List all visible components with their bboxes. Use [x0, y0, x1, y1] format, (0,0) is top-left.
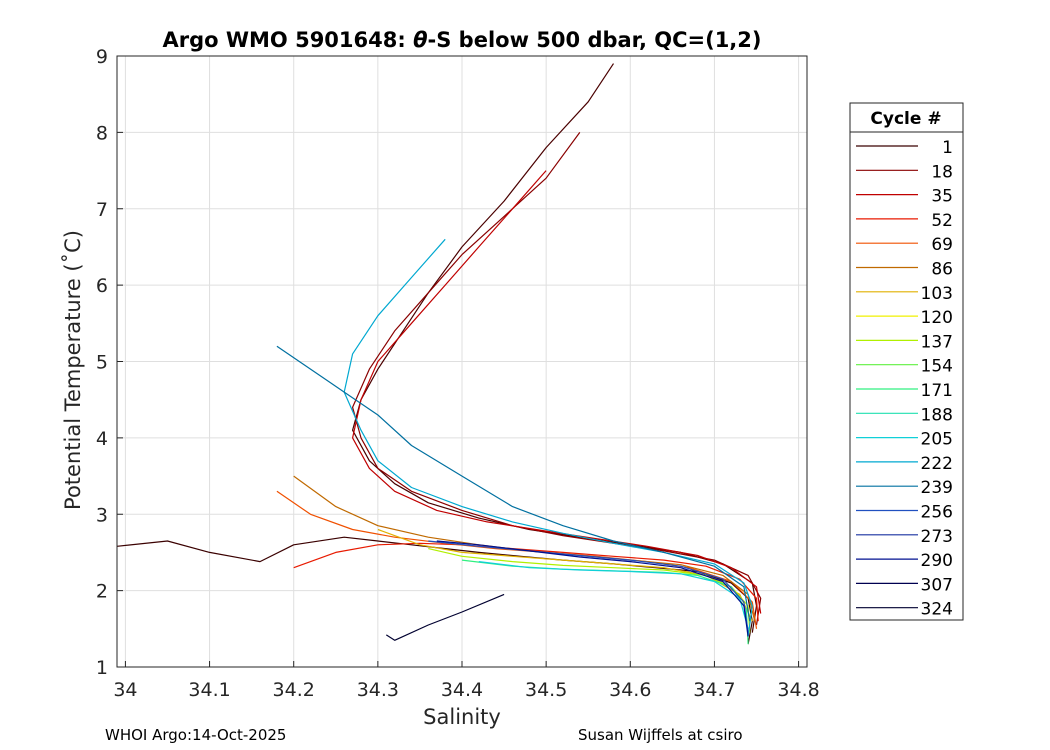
x-tick-label: 34.1 — [188, 679, 230, 701]
series-line-cycle-256 — [428, 540, 749, 633]
x-tick-label: 34 — [113, 679, 137, 701]
x-tick-label: 34.3 — [357, 679, 399, 701]
legend-label: 307 — [921, 575, 953, 595]
y-tick-label: 8 — [96, 122, 108, 144]
legend-label: 205 — [921, 430, 953, 450]
x-tick-label: 34.2 — [273, 679, 315, 701]
legend-entries: 1 18 35 52 69 86 103 120 137 154 171 188 205 222 239 25… — [856, 138, 953, 620]
x-axis-label: Salinity — [423, 705, 501, 729]
legend-label: 35 — [931, 187, 953, 207]
legend-label: 256 — [921, 503, 953, 523]
legend-label: 18 — [931, 162, 953, 182]
legend-label: 86 — [931, 260, 953, 280]
legend-box — [849, 102, 964, 621]
legend-label: 137 — [921, 332, 953, 352]
legend: Cycle # 1 18 35 52 69 86 103 120 137 154 171 188 205… — [849, 102, 964, 621]
series-line-cycle-222 — [343, 238, 753, 637]
legend-label: 69 — [931, 235, 953, 255]
footer-credit-left: WHOI Argo:14-Oct-2025 — [105, 726, 287, 744]
series-line-cycle-324 — [385, 593, 505, 641]
legend-label: 1 — [942, 138, 953, 158]
y-tick-label: 3 — [96, 504, 108, 526]
chart-title-theta: θ — [413, 28, 427, 52]
legend-label: 222 — [921, 454, 953, 474]
chart-title-prefix: Argo WMO 5901648: — [162, 28, 413, 52]
footer-credit-right: Susan Wijffels at csiro — [578, 726, 743, 744]
series-line-cycle-35 — [352, 170, 762, 614]
y-axis-label: Potential Temperature (˚C) — [61, 230, 85, 510]
x-axis-ticks: 34 34.1 34.2 34.3 34.4 34.5 34.6 34.7 34.8 — [113, 661, 820, 701]
series-line-cycle-137 — [428, 548, 751, 633]
series-line-cycle-239 — [276, 345, 751, 622]
legend-label: 290 — [921, 551, 953, 571]
series-line-cycle-1 — [116, 536, 753, 645]
legend-label: 120 — [921, 308, 953, 328]
legend-label: 154 — [921, 357, 953, 377]
series-line-cycle-52 — [293, 542, 759, 622]
y-tick-label: 4 — [96, 428, 108, 450]
legend-label: 52 — [931, 211, 953, 231]
y-axis-ticks: 1 2 3 4 5 6 7 8 9 — [96, 46, 123, 679]
x-tick-label: 34.8 — [777, 679, 819, 701]
y-tick-label: 5 — [96, 352, 108, 374]
legend-title: Cycle # — [870, 109, 941, 129]
legend-label: 103 — [921, 284, 953, 304]
legend-label: 273 — [921, 527, 953, 547]
legend-label: 188 — [921, 405, 953, 425]
x-tick-label: 34.7 — [693, 679, 735, 701]
y-tick-label: 7 — [96, 199, 108, 221]
y-tick-label: 6 — [96, 275, 108, 297]
x-tick-label: 34.5 — [525, 679, 567, 701]
y-tick-label: 9 — [96, 46, 108, 68]
x-tick-label: 34.6 — [609, 679, 651, 701]
plot-series — [116, 63, 762, 645]
legend-label: 324 — [921, 600, 953, 620]
chart-title-suffix: -S below 500 dbar, QC=(1,2) — [428, 28, 762, 52]
series-line-cycle-290 — [436, 540, 749, 637]
x-tick-label: 34.4 — [441, 679, 483, 701]
legend-label: 171 — [921, 381, 953, 401]
series-line-cycle-103 — [377, 528, 753, 622]
y-tick-label: 2 — [96, 581, 108, 603]
legend-label: 239 — [921, 478, 953, 498]
chart-title: Argo WMO 5901648: θ-S below 500 dbar, QC… — [162, 28, 761, 52]
y-tick-label: 1 — [96, 657, 108, 679]
